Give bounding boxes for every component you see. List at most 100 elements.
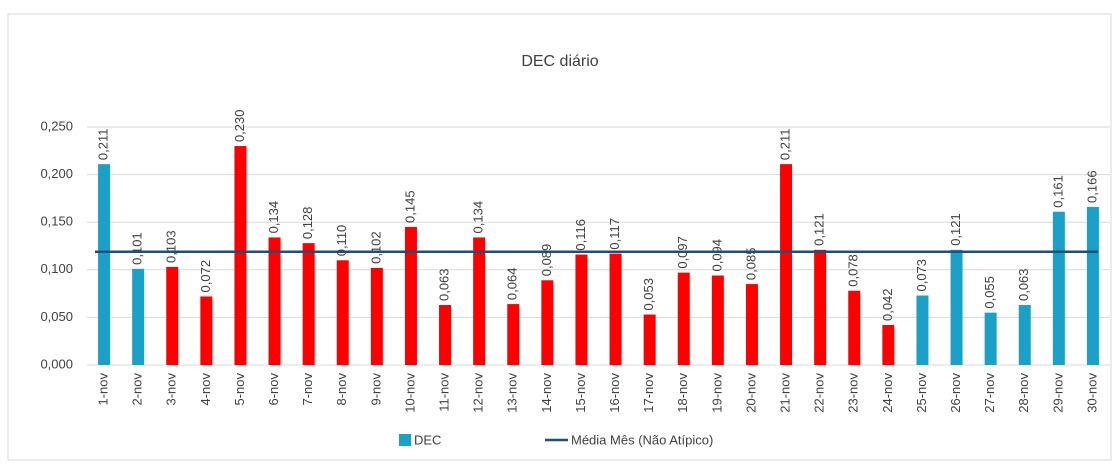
- x-tick-label: 17-nov: [641, 373, 656, 413]
- x-tick-label: 25-nov: [914, 373, 929, 413]
- x-tick-label: 30-nov: [1084, 373, 1099, 413]
- data-label: 0,085: [743, 248, 758, 281]
- x-tick-label: 27-nov: [982, 373, 997, 413]
- x-tick-label: 18-nov: [675, 373, 690, 413]
- bar: [404, 226, 417, 365]
- x-tick-label: 12-nov: [471, 373, 486, 413]
- y-tick-label: 0,050: [40, 309, 73, 324]
- data-label: 0,063: [436, 268, 451, 301]
- y-tick-label: 0,250: [40, 118, 73, 133]
- data-label: 0,055: [982, 276, 997, 309]
- bar: [200, 296, 213, 365]
- bar: [370, 267, 383, 365]
- data-label: 0,072: [198, 260, 213, 293]
- data-label: 0,134: [471, 201, 486, 234]
- bar: [473, 237, 486, 365]
- bar: [166, 266, 179, 365]
- x-tick-label: 16-nov: [607, 373, 622, 413]
- data-label: 0,064: [505, 268, 520, 301]
- data-label: 0,094: [709, 239, 724, 272]
- bar: [1086, 206, 1099, 365]
- data-label: 0,161: [1050, 175, 1065, 208]
- x-tick-label: 23-nov: [846, 373, 861, 413]
- x-tick-label: 19-nov: [709, 373, 724, 413]
- bar: [780, 164, 793, 365]
- bar: [507, 304, 520, 365]
- data-label: 0,078: [846, 254, 861, 287]
- bar: [98, 164, 111, 365]
- x-tick-label: 13-nov: [505, 373, 520, 413]
- x-tick-label: 26-nov: [948, 373, 963, 413]
- x-tick-label: 8-nov: [334, 373, 349, 406]
- x-tick-label: 22-nov: [812, 373, 827, 413]
- data-label: 0,230: [232, 109, 247, 142]
- data-label: 0,117: [607, 218, 622, 250]
- y-tick-label: 0,150: [40, 214, 73, 229]
- bar: [950, 249, 963, 365]
- y-tick-label: 0,200: [40, 166, 73, 181]
- bar: [132, 268, 145, 365]
- y-tick-label: 0,100: [40, 261, 73, 276]
- bar: [677, 272, 690, 365]
- data-label: 0,116: [573, 219, 588, 251]
- x-tick-label: 11-nov: [436, 373, 451, 412]
- data-label: 0,053: [641, 278, 656, 311]
- bar: [336, 260, 349, 365]
- x-tick-label: 7-nov: [300, 373, 315, 406]
- x-tick-label: 15-nov: [573, 373, 588, 413]
- data-label: 0,211: [95, 129, 110, 161]
- x-tick-label: 5-nov: [232, 373, 247, 406]
- data-label: 0,101: [130, 232, 145, 265]
- data-label: 0,145: [402, 190, 417, 223]
- bar: [882, 325, 895, 365]
- bar: [541, 280, 554, 365]
- bar: [1018, 305, 1031, 365]
- data-label: 0,211: [777, 129, 792, 161]
- bar: [439, 305, 452, 365]
- x-tick-label: 28-nov: [1016, 373, 1031, 413]
- bar: [302, 243, 315, 365]
- data-label: 0,042: [880, 288, 895, 321]
- data-label: 0,128: [300, 207, 315, 240]
- data-label: 0,134: [266, 201, 281, 234]
- x-tick-label: 2-nov: [130, 373, 145, 406]
- bar: [711, 275, 724, 365]
- data-label: 0,166: [1084, 170, 1099, 203]
- chart-frame: [7, 13, 1112, 461]
- bar: [984, 312, 997, 365]
- x-tick-label: 14-nov: [539, 373, 554, 413]
- legend-swatch: [399, 434, 411, 446]
- x-tick-label: 9-nov: [368, 373, 383, 406]
- x-tick-label: 29-nov: [1050, 373, 1065, 413]
- bar: [575, 254, 588, 365]
- x-tick-label: 20-nov: [743, 373, 758, 413]
- bar: [234, 146, 247, 365]
- legend-label: DEC: [414, 432, 441, 447]
- data-label: 0,103: [164, 230, 179, 263]
- x-tick-label: 21-nov: [777, 373, 792, 413]
- x-tick-label: 1-nov: [95, 373, 110, 406]
- x-tick-label: 3-nov: [164, 373, 179, 406]
- x-tick-label: 4-nov: [198, 373, 213, 406]
- data-label: 0,121: [948, 213, 963, 246]
- x-tick-label: 24-nov: [880, 373, 895, 413]
- data-label: 0,121: [812, 213, 827, 246]
- chart-title: DEC diário: [521, 53, 598, 70]
- bar: [1052, 211, 1065, 365]
- x-tick-label: 10-nov: [402, 373, 417, 413]
- bar: [745, 284, 758, 365]
- data-label: 0,110: [334, 225, 349, 257]
- bar: [848, 290, 861, 365]
- data-label: 0,102: [368, 231, 383, 264]
- bar: [916, 295, 929, 365]
- data-label: 0,063: [1016, 268, 1031, 301]
- data-label: 0,073: [914, 259, 929, 292]
- x-tick-label: 6-nov: [266, 373, 281, 406]
- bar: [814, 249, 827, 365]
- bar: [268, 237, 281, 365]
- y-tick-label: 0,000: [40, 356, 73, 371]
- data-label: 0,089: [539, 244, 554, 277]
- bar: [609, 253, 622, 365]
